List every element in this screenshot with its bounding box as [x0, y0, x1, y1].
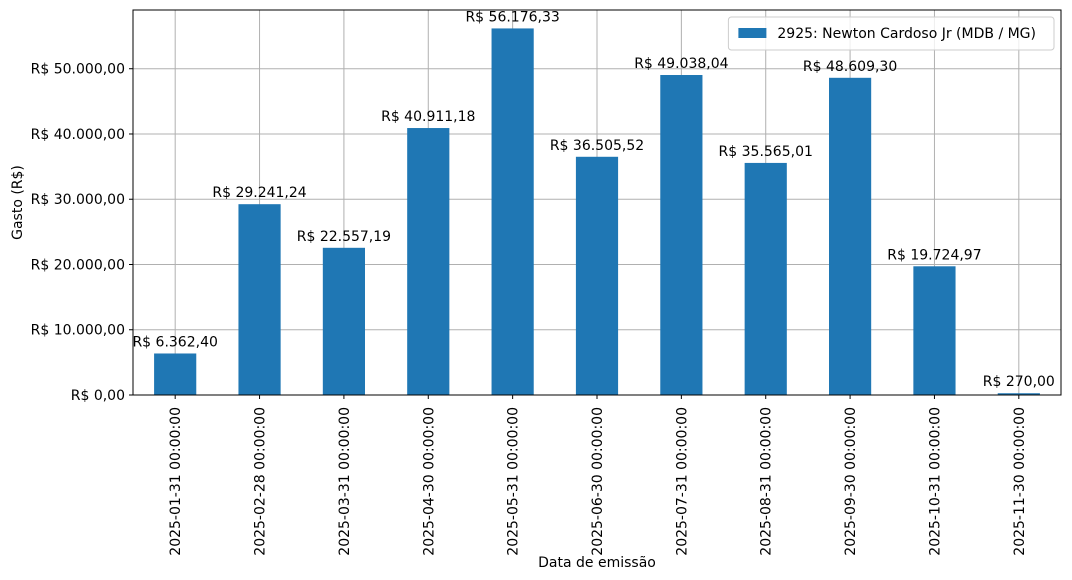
y-axis-label: Gasto (R$)	[10, 165, 26, 240]
axis-ticks: R$ 0,00 R$ 10.000,00 R$ 20.000,00 R$ 30.000…	[31, 62, 1028, 556]
x-axis-label: Data de emissão	[538, 555, 656, 571]
x-tick-label: 2025-06-30 00:00:00	[590, 407, 606, 556]
x-tick-label: 2025-05-31 00:00:00	[506, 407, 522, 556]
x-tick-label: 2025-09-30 00:00:00	[843, 407, 859, 556]
bar-value-label: R$ 56.176,33	[465, 9, 559, 25]
bar-value-label: R$ 270,00	[983, 374, 1055, 390]
bar-value-label: R$ 36.505,52	[550, 138, 644, 154]
bar-value-label: R$ 49.038,04	[634, 56, 728, 72]
bar	[238, 204, 281, 395]
y-tick-label: R$ 50.000,00	[31, 62, 125, 78]
y-tick-label: R$ 20.000,00	[31, 257, 125, 273]
bar	[829, 77, 872, 396]
bar	[575, 156, 619, 395]
bar	[154, 353, 197, 395]
bar	[744, 162, 787, 395]
legend-box	[727, 16, 1055, 51]
bar	[322, 247, 365, 395]
legend-swatch	[738, 28, 767, 38]
bar	[407, 128, 450, 395]
legend-entry: 2925: Newton Cardoso Jr (MDB / MG)	[777, 26, 1036, 42]
bars	[154, 28, 1040, 396]
bar	[913, 266, 956, 395]
x-tick-label: 2025-03-31 00:00:00	[337, 407, 353, 556]
x-tick-label: 2025-07-31 00:00:00	[674, 407, 690, 556]
x-tick-label: 2025-11-30 00:00:00	[1012, 407, 1028, 556]
y-tick-label: R$ 40.000,00	[31, 127, 125, 143]
bar-value-label: R$ 6.362,40	[132, 334, 217, 350]
bar-value-label: R$ 19.724,97	[887, 247, 981, 263]
bar-value-label: R$ 40.911,18	[381, 109, 475, 125]
bar	[491, 28, 534, 395]
x-tick-label: 2025-10-31 00:00:00	[927, 407, 943, 556]
bar	[997, 393, 1040, 395]
y-tick-label: R$ 10.000,00	[31, 323, 125, 339]
bar-value-label: R$ 29.241,24	[212, 185, 306, 201]
bar-value-label: R$ 22.557,19	[297, 229, 391, 245]
x-tick-label: 2025-04-30 00:00:00	[421, 407, 437, 556]
bar-value-label: R$ 35.565,01	[719, 144, 813, 160]
y-tick-label: R$ 0,00	[71, 388, 125, 404]
data-labels: R$ 6.362,40 R$ 29.241,24 R$ 22.557,19 R$ 40…	[132, 9, 1054, 390]
legend: 2925: Newton Cardoso Jr (MDB / MG)	[727, 16, 1055, 51]
bar	[660, 75, 703, 395]
bar-value-label: R$ 48.609,30	[803, 59, 897, 75]
y-tick-label: R$ 30.000,00	[31, 192, 125, 208]
x-tick-label: 2025-08-31 00:00:00	[759, 407, 775, 556]
x-tick-label: 2025-02-28 00:00:00	[253, 407, 269, 556]
x-tick-label: 2025-01-31 00:00:00	[168, 407, 184, 556]
